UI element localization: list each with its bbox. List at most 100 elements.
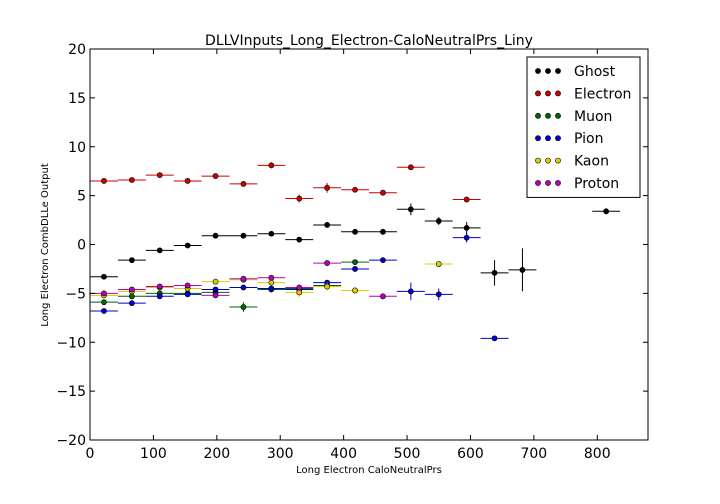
data-point xyxy=(324,222,331,228)
data-point xyxy=(184,242,191,249)
data-point xyxy=(156,247,163,254)
legend-marker xyxy=(535,90,541,97)
data-point xyxy=(212,286,219,293)
x-tick-label: 300 xyxy=(267,446,294,462)
data-point xyxy=(435,291,442,298)
data-point xyxy=(128,293,135,300)
legend-marker xyxy=(555,157,561,164)
data-point xyxy=(463,234,470,241)
data-point xyxy=(491,269,498,276)
data-point xyxy=(156,283,163,290)
data-point xyxy=(184,178,191,184)
legend-box xyxy=(526,56,641,198)
y-tick-label: −20 xyxy=(56,433,86,449)
data-point xyxy=(128,257,135,264)
data-point xyxy=(184,282,191,289)
data-point xyxy=(156,293,163,300)
data-point xyxy=(101,290,107,297)
legend: Ghost Electron Muon Pion Kaon Proton xyxy=(526,56,641,198)
data-point xyxy=(240,304,247,310)
data-point xyxy=(603,208,610,215)
legend-label: Proton xyxy=(574,176,619,192)
legend-marker xyxy=(545,68,551,74)
data-point xyxy=(296,236,303,243)
y-tick-label: 0 xyxy=(77,238,86,254)
data-point xyxy=(268,279,275,286)
x-axis-label: Long Electron CaloNeutralPrs xyxy=(296,465,442,476)
data-point xyxy=(101,178,107,184)
x-tick-label: 400 xyxy=(330,446,357,462)
data-point xyxy=(407,288,414,295)
x-tick-label: 100 xyxy=(140,446,167,462)
data-point xyxy=(519,267,526,273)
series-proton xyxy=(90,260,397,300)
data-point xyxy=(268,274,275,281)
y-tick-label: 5 xyxy=(77,189,86,205)
legend-marker xyxy=(545,135,551,142)
data-point xyxy=(128,300,135,307)
data-point xyxy=(184,291,191,298)
data-point xyxy=(296,195,303,202)
legend-marker xyxy=(535,135,541,142)
data-point xyxy=(268,285,275,292)
data-point xyxy=(156,172,163,178)
x-tick-label: 800 xyxy=(584,446,611,462)
data-point xyxy=(240,232,247,239)
data-point xyxy=(240,275,247,282)
data-point xyxy=(352,186,358,193)
data-point xyxy=(435,218,442,224)
legend-label: Electron xyxy=(574,86,631,102)
data-point xyxy=(324,260,331,266)
data-point xyxy=(352,259,358,265)
data-point xyxy=(101,299,107,306)
data-point xyxy=(380,189,386,196)
legend-marker xyxy=(535,112,541,119)
legend-marker xyxy=(555,180,561,186)
series-ghost xyxy=(90,203,621,292)
data-point xyxy=(296,289,303,296)
data-point xyxy=(128,286,135,293)
data-point xyxy=(463,196,470,203)
legend-label: Pion xyxy=(574,131,603,147)
legend-marker xyxy=(555,68,561,74)
data-point xyxy=(380,293,386,300)
chart-title: DLLVInputs_Long_Electron-CaloNeutralPrs_… xyxy=(205,33,533,49)
data-point xyxy=(324,184,331,191)
data-point xyxy=(352,228,358,235)
x-tick-label: 600 xyxy=(457,446,484,462)
x-tick-label: 500 xyxy=(394,446,421,462)
data-point xyxy=(352,287,358,294)
data-point xyxy=(435,261,442,267)
x-tick-label: 200 xyxy=(203,446,230,462)
plot-area xyxy=(90,162,621,342)
data-point xyxy=(212,292,219,299)
y-tick-label: −15 xyxy=(56,384,86,400)
legend-marker xyxy=(545,112,551,119)
data-point xyxy=(240,180,247,187)
data-point xyxy=(407,206,414,213)
y-axis-label: Long Electron CombDLLe Output xyxy=(40,163,51,327)
x-tick-label: 0 xyxy=(86,446,95,462)
legend-marker xyxy=(545,157,551,164)
data-point xyxy=(240,284,247,291)
legend-marker xyxy=(555,135,561,142)
legend-label: Muon xyxy=(574,109,612,125)
data-point xyxy=(128,177,135,183)
y-tick-label: 15 xyxy=(68,91,86,107)
y-tick-label: 20 xyxy=(68,42,86,58)
data-point xyxy=(268,230,275,237)
data-point xyxy=(407,164,414,171)
data-point xyxy=(268,162,275,169)
data-point xyxy=(352,266,358,272)
legend-label: Ghost xyxy=(574,64,616,80)
y-tick-label: 10 xyxy=(68,140,86,156)
data-point xyxy=(296,284,303,291)
y-tick-label: −10 xyxy=(56,335,86,351)
x-tick-label: 700 xyxy=(520,446,547,462)
series-electron xyxy=(90,162,481,203)
data-point xyxy=(491,335,498,342)
legend-marker xyxy=(555,90,561,97)
legend-marker xyxy=(555,112,561,119)
legend-marker xyxy=(535,180,541,186)
